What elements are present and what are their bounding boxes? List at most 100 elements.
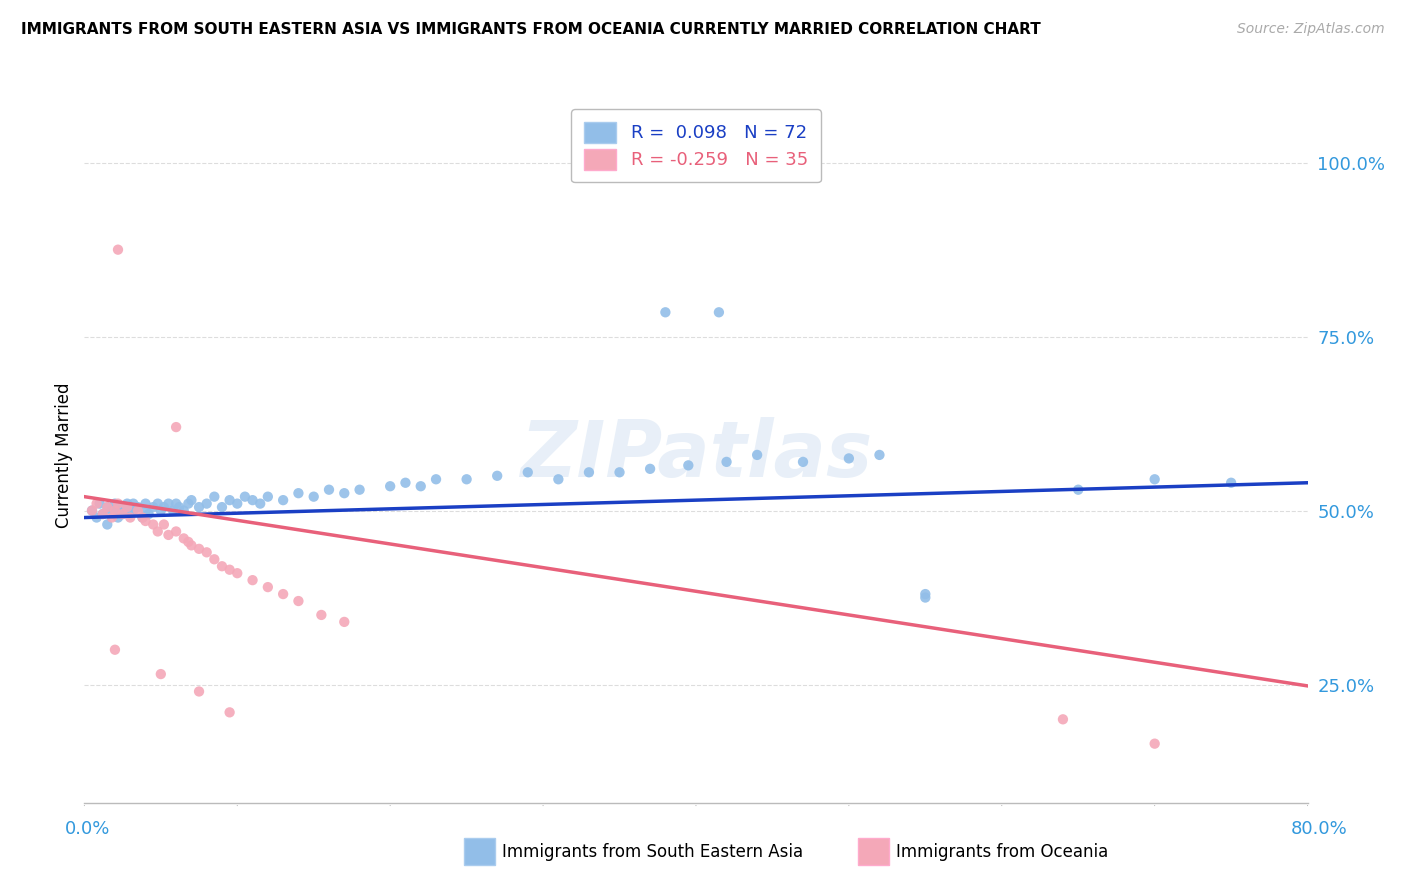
Point	[578, 466, 600, 480]
Point	[107, 497, 129, 511]
Point	[211, 559, 233, 574]
Point	[111, 500, 134, 514]
Text: 80.0%: 80.0%	[1291, 820, 1347, 838]
Point	[80, 503, 103, 517]
Point	[249, 497, 271, 511]
Point	[122, 503, 145, 517]
Point	[177, 497, 200, 511]
Point	[120, 510, 142, 524]
Point	[914, 591, 936, 605]
Point	[425, 472, 447, 486]
Point	[80, 503, 103, 517]
Point	[135, 503, 157, 517]
Point	[157, 528, 180, 542]
Point	[91, 507, 114, 521]
Point	[107, 510, 129, 524]
Point	[456, 472, 478, 486]
Point	[96, 517, 118, 532]
Point	[792, 455, 814, 469]
Point	[869, 448, 891, 462]
Point	[242, 573, 264, 587]
Point	[173, 532, 195, 546]
Point	[654, 305, 676, 319]
Point	[146, 524, 169, 539]
Point	[609, 466, 631, 480]
Point	[271, 493, 294, 508]
Point	[111, 507, 134, 521]
Point	[149, 503, 172, 517]
Point	[104, 642, 127, 657]
Point	[188, 500, 211, 514]
Point	[914, 587, 936, 601]
Point	[1143, 472, 1166, 486]
Point	[409, 479, 432, 493]
Point	[173, 503, 195, 517]
Point	[165, 497, 187, 511]
Point	[131, 510, 153, 524]
Text: Immigrants from South Eastern Asia: Immigrants from South Eastern Asia	[502, 843, 803, 861]
Point	[707, 305, 730, 319]
Point	[287, 486, 309, 500]
Point	[131, 510, 153, 524]
Point	[333, 486, 356, 500]
Point	[101, 503, 124, 517]
Point	[153, 500, 176, 514]
Point	[177, 534, 200, 549]
Point	[233, 490, 256, 504]
Point	[516, 466, 538, 480]
Point	[122, 497, 145, 511]
Point	[104, 507, 127, 521]
Point	[195, 545, 218, 559]
Point	[638, 462, 661, 476]
Point	[1052, 712, 1074, 726]
Point	[142, 500, 165, 514]
Point	[104, 497, 127, 511]
Point	[104, 503, 127, 517]
Point	[271, 587, 294, 601]
Point	[127, 503, 149, 517]
Point	[120, 507, 142, 521]
Point	[678, 458, 700, 473]
Point	[96, 500, 118, 514]
Point	[86, 510, 108, 524]
Point	[349, 483, 371, 497]
Point	[115, 500, 138, 514]
Text: ZIPatlas: ZIPatlas	[520, 417, 872, 493]
Point	[135, 497, 157, 511]
Point	[180, 538, 202, 552]
Text: Source: ZipAtlas.com: Source: ZipAtlas.com	[1237, 22, 1385, 37]
Point	[202, 552, 225, 566]
Text: Immigrants from Oceania: Immigrants from Oceania	[896, 843, 1108, 861]
Point	[242, 493, 264, 508]
Point	[257, 490, 280, 504]
Point	[135, 514, 157, 528]
Point	[167, 500, 190, 514]
Point	[302, 490, 325, 504]
Point	[107, 503, 129, 517]
Text: 0.0%: 0.0%	[65, 820, 110, 838]
Point	[226, 566, 249, 581]
Point	[394, 475, 416, 490]
Point	[89, 497, 111, 511]
Point	[486, 468, 509, 483]
Point	[380, 479, 402, 493]
Y-axis label: Currently Married: Currently Married	[55, 382, 73, 528]
Point	[211, 500, 233, 514]
Point	[153, 517, 176, 532]
Point	[149, 667, 172, 681]
Point	[1143, 737, 1166, 751]
Point	[547, 472, 569, 486]
Point	[127, 500, 149, 514]
Point	[218, 493, 240, 508]
Point	[162, 503, 184, 517]
Point	[120, 500, 142, 514]
Point	[218, 706, 240, 720]
Point	[1220, 475, 1243, 490]
Text: IMMIGRANTS FROM SOUTH EASTERN ASIA VS IMMIGRANTS FROM OCEANIA CURRENTLY MARRIED : IMMIGRANTS FROM SOUTH EASTERN ASIA VS IM…	[21, 22, 1040, 37]
Point	[311, 607, 333, 622]
Point	[195, 497, 218, 511]
Point	[333, 615, 356, 629]
Point	[838, 451, 860, 466]
Point	[111, 507, 134, 521]
Point	[318, 483, 340, 497]
